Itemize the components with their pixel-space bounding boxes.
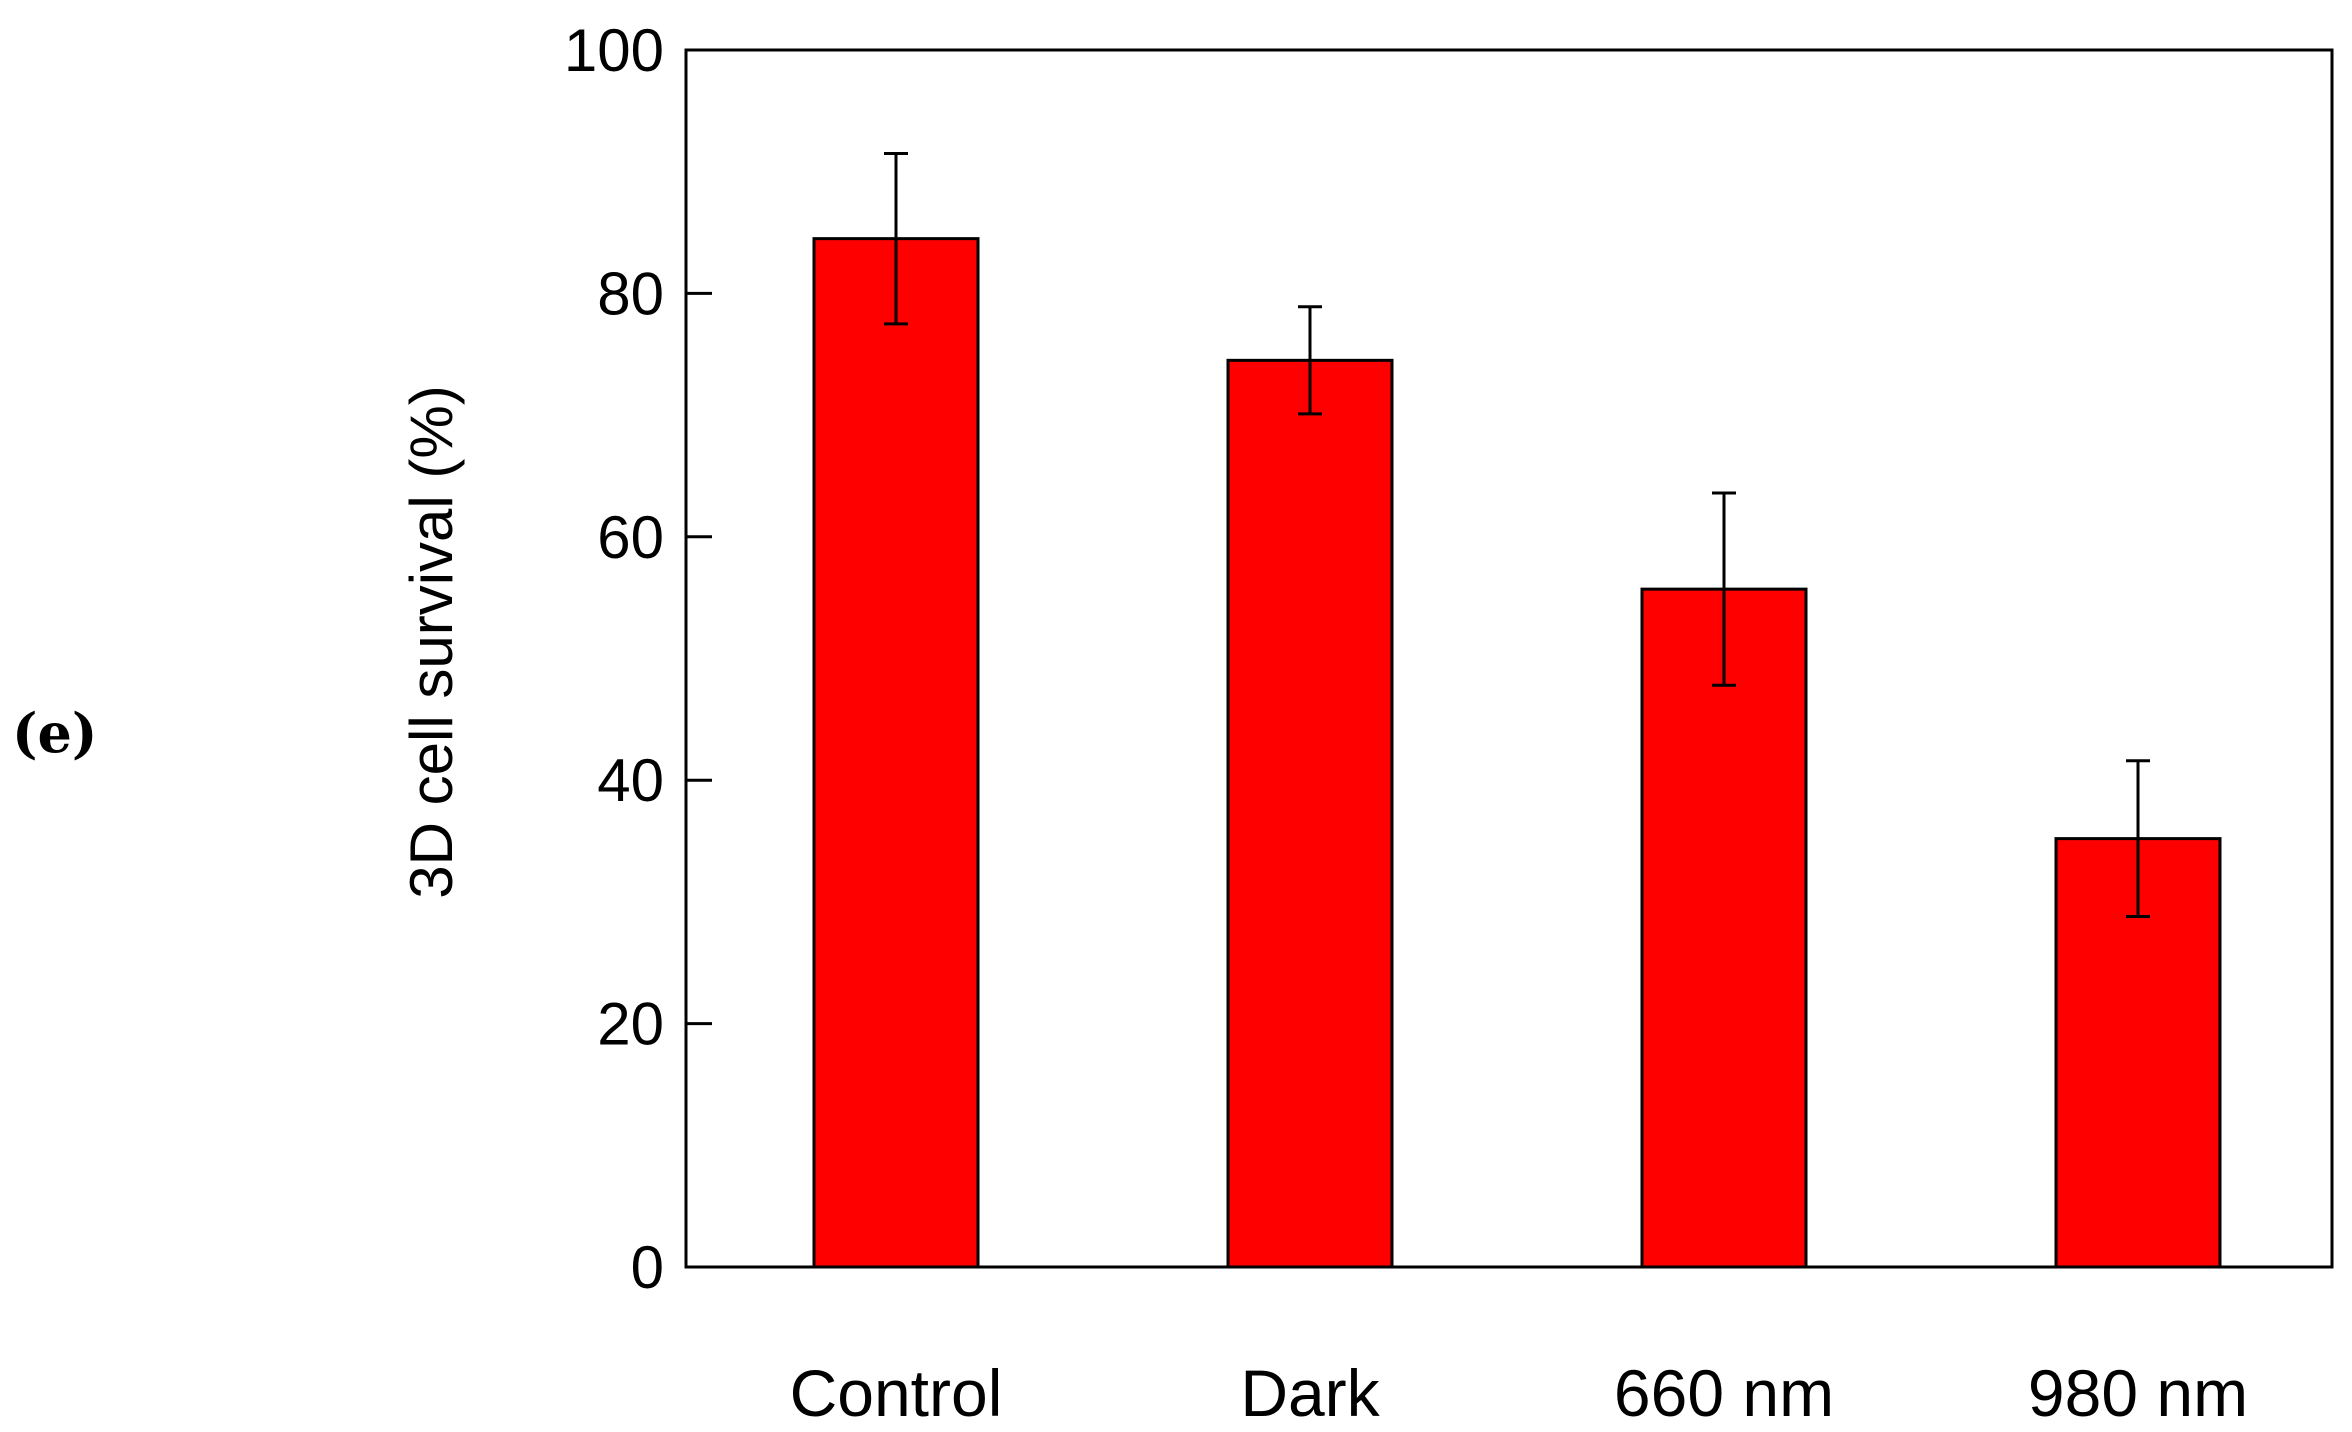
y-axis-title: 3D cell survival (%) <box>398 385 465 898</box>
y-tick-label-3: 60 <box>597 504 664 571</box>
bar-2 <box>1640 587 1808 1269</box>
bars-group <box>812 237 2222 1269</box>
y-tick-label-5: 100 <box>564 17 664 84</box>
y-tick-label-4: 80 <box>597 260 664 327</box>
bar-1 <box>1226 358 1394 1269</box>
error-bars-group <box>884 151 2150 919</box>
panel-label: (e) <box>12 701 97 765</box>
x-axis-labels: Control Dark 660 nm 980 nm <box>790 1356 2248 1430</box>
y-tick-label-1: 20 <box>597 991 664 1058</box>
plot-frame <box>684 48 2334 1269</box>
y-tick-label-2: 40 <box>597 747 664 814</box>
bar-0 <box>812 237 980 1269</box>
x-category-label-2: 660 nm <box>1614 1356 1834 1430</box>
x-category-label-1: Dark <box>1240 1356 1380 1430</box>
x-category-label-0: Control <box>790 1356 1003 1430</box>
x-category-label-3: 980 nm <box>2028 1356 2248 1430</box>
y-tick-label-0: 0 <box>631 1234 664 1301</box>
y-axis-ticks: 0 20 40 60 80 100 <box>564 17 712 1301</box>
